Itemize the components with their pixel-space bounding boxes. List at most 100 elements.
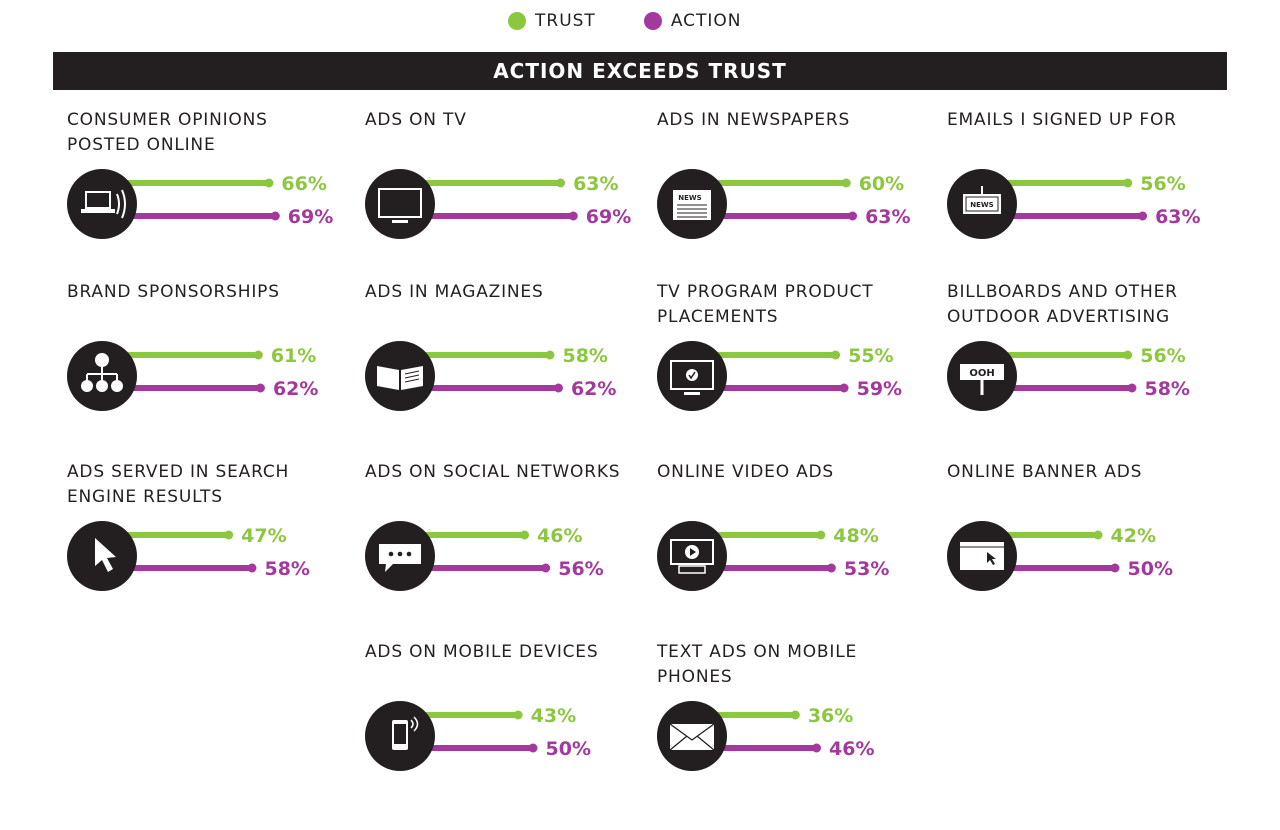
- trust-bar-end: [513, 710, 523, 720]
- action-bar: [999, 385, 1132, 391]
- action-bar-end: [270, 211, 280, 221]
- trust-value-label: 63%: [573, 173, 618, 195]
- action-value-label: 56%: [558, 558, 603, 580]
- trust-bar: [999, 352, 1128, 358]
- category-bars: 58% 62%: [365, 341, 616, 411]
- browser-cursor-icon: [947, 521, 1017, 591]
- legend-label-trust: TRUST: [535, 11, 596, 31]
- action-value-label: 53%: [844, 558, 889, 580]
- trust-value-label: 56%: [1140, 345, 1185, 367]
- legend-dot-trust: [508, 12, 526, 30]
- trust-value-label: 58%: [562, 345, 607, 367]
- trust-value-label: 43%: [531, 705, 576, 727]
- chart-item: ONLINE VIDEO ADS 48% 53%: [657, 460, 937, 630]
- trust-bar: [417, 352, 550, 358]
- category-bars: 48% 53%: [657, 521, 889, 591]
- action-bar: [709, 385, 845, 391]
- action-bar-end: [826, 563, 836, 573]
- action-value-label: 58%: [264, 558, 309, 580]
- action-value-label: 63%: [1155, 206, 1200, 228]
- trust-bar-end: [831, 350, 841, 360]
- chart-item: TEXT ADS ON MOBILE PHONES 36% 46%: [657, 640, 937, 810]
- action-bar-end: [568, 211, 578, 221]
- action-value-label: 63%: [865, 206, 910, 228]
- legend-item-action: ACTION: [643, 11, 742, 31]
- trust-bar: [999, 180, 1128, 186]
- chart-item: ADS ON MOBILE DEVICES 43% 50%: [365, 640, 645, 810]
- action-bar: [417, 213, 574, 219]
- trust-value-label: 60%: [859, 173, 904, 195]
- category-label: ADS ON SOCIAL NETWORKS: [365, 462, 621, 482]
- category-bars: 63% 69%: [365, 169, 631, 239]
- chart-item: ADS ON SOCIAL NETWORKS 46% 56%: [365, 460, 645, 630]
- trust-bar: [709, 180, 847, 186]
- mobile-phone-icon: [365, 701, 435, 771]
- category-label: BILLBOARDS AND OTHER OUTDOOR ADVERTISING: [947, 282, 1178, 327]
- trust-bar-end: [264, 178, 274, 188]
- action-bar-end: [541, 563, 551, 573]
- trust-value-label: 66%: [281, 173, 326, 195]
- chart-item: ADS SERVED IN SEARCH ENGINE RESULTS 47% 58…: [67, 460, 347, 630]
- category-label: EMAILS I SIGNED UP FOR: [947, 110, 1177, 130]
- action-value-label: 50%: [1128, 558, 1173, 580]
- chart-item: TV PROGRAM PRODUCT PLACEMENTS 55% 59%: [657, 280, 937, 450]
- action-bar: [417, 385, 559, 391]
- category-bars: 36% 46%: [657, 701, 875, 771]
- chart-item: ADS IN NEWSPAPERS 60% 63% NEWS: [657, 108, 937, 278]
- category-label: ADS ON TV: [365, 110, 467, 130]
- cursor-icon: [67, 521, 137, 591]
- trust-bar: [999, 532, 1099, 538]
- category-bars: 55% 59%: [657, 341, 902, 411]
- chart-item: ONLINE BANNER ADS 42% 50%: [947, 460, 1227, 630]
- action-bar: [119, 565, 252, 571]
- trust-bar: [417, 180, 561, 186]
- trust-bar: [119, 352, 259, 358]
- trust-value-label: 47%: [241, 525, 286, 547]
- trust-value-label: 55%: [848, 345, 893, 367]
- sponsorship-tree-icon: [67, 341, 137, 411]
- action-value-label: 50%: [546, 738, 591, 760]
- trust-bar-end: [816, 530, 826, 540]
- trust-value-label: 56%: [1140, 173, 1185, 195]
- trust-bar: [417, 712, 519, 718]
- action-value-label: 58%: [1144, 378, 1189, 400]
- tv-icon: [365, 169, 435, 239]
- action-value-label: 62%: [273, 378, 318, 400]
- tv-check-icon: [657, 341, 727, 411]
- trust-bar-end: [1093, 530, 1103, 540]
- laptop-icon: [67, 169, 137, 239]
- category-bars: 42% 50%: [947, 521, 1173, 591]
- category-bars: 56% 58% OOH: [947, 341, 1190, 411]
- category-label: ADS ON MOBILE DEVICES: [365, 642, 599, 662]
- trust-bar: [709, 532, 821, 538]
- action-bar: [709, 213, 853, 219]
- legend-label-action: ACTION: [670, 11, 742, 31]
- category-bars: 43% 50%: [365, 701, 591, 771]
- legend-dot-action: [643, 12, 662, 30]
- trust-bar: [709, 712, 796, 718]
- category-label: ADS IN MAGAZINES: [365, 282, 544, 302]
- action-bar-end: [848, 211, 858, 221]
- action-bar: [417, 745, 533, 751]
- trust-bar: [119, 180, 269, 186]
- trust-bar-end: [556, 178, 566, 188]
- trust-bar-end: [790, 710, 800, 720]
- trust-value-label: 61%: [271, 345, 316, 367]
- action-bar-end: [1110, 563, 1120, 573]
- category-label: CONSUMER OPINIONS POSTED ONLINE: [67, 110, 268, 155]
- action-bar: [999, 565, 1115, 571]
- category-bars: 66% 69%: [67, 169, 333, 239]
- chart-item: ADS ON TV 63% 69%: [365, 108, 645, 278]
- trust-bar-end: [1123, 350, 1133, 360]
- legend: TRUST ACTION: [508, 8, 790, 34]
- category-label: BRAND SPONSORSHIPS: [67, 282, 280, 302]
- chart-item: ADS IN MAGAZINES 58% 62%: [365, 280, 645, 450]
- trust-value-label: 42%: [1111, 525, 1156, 547]
- icon-text: NEWS: [970, 201, 993, 209]
- category-bars: 61% 62%: [67, 341, 318, 411]
- icon-text: OOH: [969, 368, 994, 379]
- action-bar-end: [1138, 211, 1148, 221]
- trust-bar: [417, 532, 525, 538]
- action-bar-end: [528, 743, 538, 753]
- action-bar: [417, 565, 546, 571]
